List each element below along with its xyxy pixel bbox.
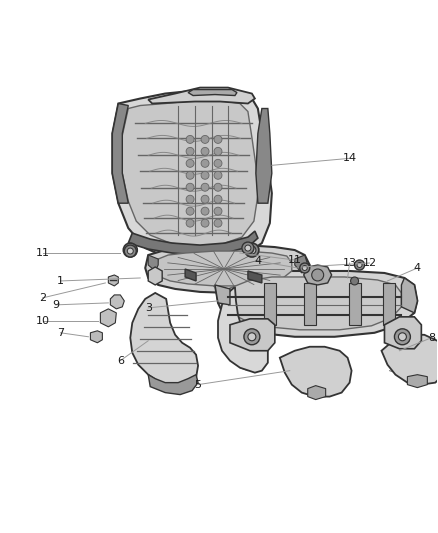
- Polygon shape: [304, 283, 316, 325]
- Circle shape: [201, 135, 209, 143]
- Polygon shape: [401, 278, 417, 313]
- Polygon shape: [248, 271, 262, 283]
- Text: 12: 12: [363, 258, 377, 268]
- Circle shape: [124, 245, 136, 257]
- Circle shape: [300, 263, 310, 273]
- Polygon shape: [110, 295, 124, 309]
- Circle shape: [357, 263, 362, 268]
- Circle shape: [186, 171, 194, 179]
- Circle shape: [214, 171, 222, 179]
- Circle shape: [312, 269, 324, 281]
- Text: 11: 11: [35, 248, 49, 258]
- Text: 3: 3: [145, 303, 152, 313]
- Circle shape: [201, 207, 209, 215]
- Polygon shape: [148, 255, 158, 271]
- Polygon shape: [256, 109, 272, 203]
- Circle shape: [201, 171, 209, 179]
- Circle shape: [201, 159, 209, 167]
- Text: 14: 14: [343, 154, 357, 163]
- Polygon shape: [122, 101, 258, 246]
- Circle shape: [248, 333, 256, 341]
- Circle shape: [214, 159, 222, 167]
- Text: 4: 4: [254, 256, 261, 266]
- Circle shape: [214, 183, 222, 191]
- Circle shape: [186, 135, 194, 143]
- Polygon shape: [215, 285, 230, 305]
- Polygon shape: [128, 231, 258, 255]
- Polygon shape: [90, 331, 102, 343]
- Text: 4: 4: [414, 263, 421, 273]
- Circle shape: [201, 219, 209, 227]
- Polygon shape: [264, 283, 276, 325]
- Circle shape: [214, 195, 222, 203]
- Polygon shape: [112, 103, 128, 203]
- Circle shape: [186, 195, 194, 203]
- Polygon shape: [148, 267, 162, 285]
- Polygon shape: [349, 283, 360, 325]
- Circle shape: [355, 260, 364, 270]
- Circle shape: [186, 207, 194, 215]
- Circle shape: [244, 329, 260, 345]
- Polygon shape: [112, 91, 272, 261]
- Polygon shape: [304, 265, 332, 285]
- Circle shape: [350, 277, 359, 285]
- Circle shape: [245, 243, 259, 257]
- Polygon shape: [280, 347, 352, 397]
- Text: 5: 5: [194, 379, 201, 390]
- Polygon shape: [130, 293, 198, 386]
- Circle shape: [302, 265, 307, 270]
- Circle shape: [124, 243, 137, 257]
- Text: 8: 8: [428, 333, 435, 343]
- Text: 1: 1: [57, 276, 64, 286]
- Polygon shape: [108, 275, 118, 286]
- Polygon shape: [215, 271, 417, 337]
- Circle shape: [245, 245, 251, 251]
- Circle shape: [186, 148, 194, 155]
- Polygon shape: [100, 309, 117, 327]
- Polygon shape: [156, 251, 292, 286]
- Circle shape: [242, 242, 254, 254]
- Circle shape: [186, 219, 194, 227]
- Circle shape: [201, 195, 209, 203]
- Circle shape: [214, 135, 222, 143]
- Polygon shape: [308, 385, 326, 400]
- Polygon shape: [185, 269, 196, 281]
- Polygon shape: [384, 283, 396, 325]
- Text: 2: 2: [39, 293, 46, 303]
- Polygon shape: [148, 87, 255, 103]
- Polygon shape: [188, 90, 237, 95]
- Polygon shape: [230, 319, 275, 351]
- Circle shape: [126, 246, 134, 254]
- Circle shape: [214, 148, 222, 155]
- Polygon shape: [407, 375, 427, 387]
- Circle shape: [248, 246, 256, 254]
- Text: 7: 7: [57, 328, 64, 338]
- Polygon shape: [145, 245, 310, 293]
- Text: 11: 11: [288, 255, 302, 265]
- Circle shape: [399, 333, 406, 341]
- Circle shape: [127, 248, 133, 254]
- Polygon shape: [148, 375, 198, 394]
- Circle shape: [201, 183, 209, 191]
- Polygon shape: [381, 335, 438, 385]
- Polygon shape: [228, 277, 401, 330]
- Polygon shape: [385, 317, 421, 349]
- Circle shape: [214, 219, 222, 227]
- Text: 13: 13: [343, 258, 357, 268]
- Polygon shape: [295, 255, 308, 273]
- Text: 9: 9: [52, 300, 59, 310]
- Circle shape: [186, 183, 194, 191]
- Circle shape: [201, 148, 209, 155]
- Circle shape: [214, 207, 222, 215]
- Text: 10: 10: [35, 316, 49, 326]
- Polygon shape: [218, 287, 268, 373]
- Text: 6: 6: [117, 356, 124, 366]
- Circle shape: [186, 159, 194, 167]
- Circle shape: [395, 329, 410, 345]
